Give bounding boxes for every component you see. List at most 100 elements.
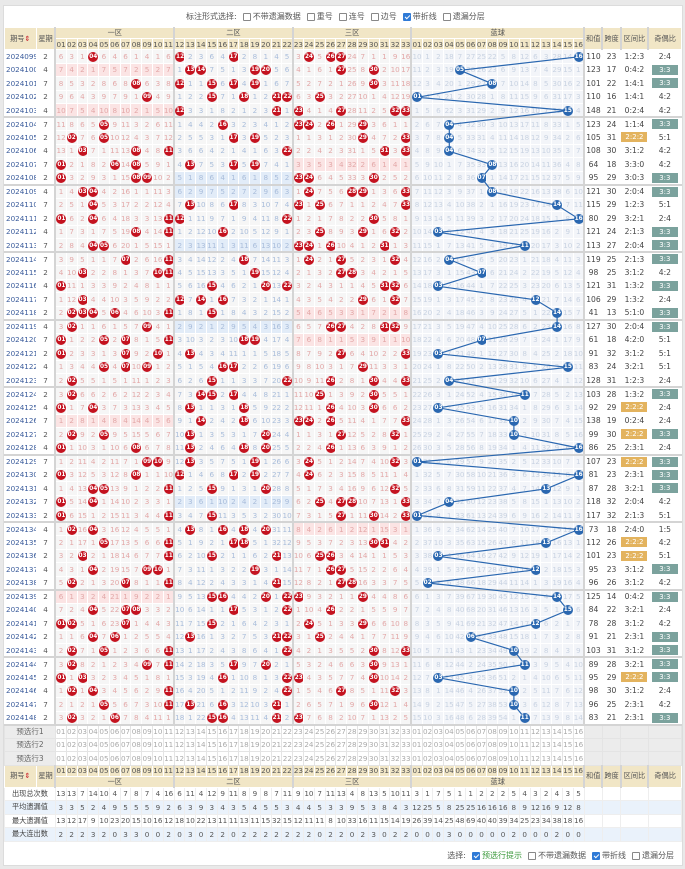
- red-omission-cell[interactable]: 3: [141, 130, 153, 145]
- red-omission-cell[interactable]: 1: [205, 319, 218, 334]
- preselect-red-number[interactable]: 27: [335, 724, 348, 739]
- red-omission-cell[interactable]: 6: [162, 413, 175, 428]
- blue-omission-cell[interactable]: 7: [561, 697, 574, 712]
- red-omission-cell[interactable]: 2: [216, 386, 229, 401]
- red-omission-cell[interactable]: 9: [281, 494, 294, 509]
- red-omission-cell[interactable]: 7: [162, 427, 175, 442]
- red-omission-cell[interactable]: 8: [76, 413, 89, 428]
- red-omission-cell[interactable]: 2: [367, 197, 380, 212]
- red-omission-cell[interactable]: 1: [76, 278, 89, 293]
- red-omission-cell[interactable]: 05: [98, 238, 110, 253]
- blue-omission-cell[interactable]: 4: [551, 643, 563, 658]
- red-omission-cell[interactable]: 3: [291, 278, 305, 293]
- preselect-red-number[interactable]: 24: [303, 751, 315, 766]
- red-omission-cell[interactable]: 21: [270, 629, 283, 644]
- red-omission-cell[interactable]: 2: [313, 251, 326, 266]
- blue-omission-cell[interactable]: 6: [421, 656, 434, 671]
- blue-omission-cell[interactable]: 30: [454, 467, 466, 482]
- blue-omission-cell[interactable]: 13: [475, 508, 488, 523]
- blue-omission-cell[interactable]: 27: [540, 373, 553, 388]
- red-omission-cell[interactable]: 7: [173, 197, 186, 212]
- red-omission-cell[interactable]: 1: [356, 305, 369, 321]
- red-omission-cell[interactable]: 3: [367, 440, 380, 456]
- red-omission-cell[interactable]: 30: [367, 656, 380, 671]
- red-omission-cell[interactable]: 27: [335, 265, 348, 280]
- blue-omission-cell[interactable]: 11: [529, 440, 542, 456]
- red-omission-cell[interactable]: 5: [141, 157, 153, 172]
- red-omission-cell[interactable]: 16: [346, 481, 358, 496]
- red-omission-cell[interactable]: 6: [195, 494, 207, 509]
- red-omission-cell[interactable]: 2: [195, 319, 207, 334]
- red-omission-cell[interactable]: 13: [184, 346, 197, 361]
- blue-omission-cell[interactable]: 17: [475, 562, 488, 577]
- preselect-red-number[interactable]: 21: [270, 724, 283, 739]
- red-omission-cell[interactable]: 24: [303, 454, 315, 469]
- red-omission-cell[interactable]: 11: [291, 562, 305, 577]
- red-omission-cell[interactable]: 6: [389, 400, 402, 415]
- red-omission-cell[interactable]: 15: [205, 373, 218, 388]
- red-omission-cell[interactable]: 5: [313, 49, 326, 64]
- red-omission-cell[interactable]: 12: [162, 130, 175, 145]
- blue-omission-cell[interactable]: 5: [443, 211, 456, 226]
- blue-omission-cell[interactable]: 3: [432, 440, 445, 456]
- red-omission-cell[interactable]: 3: [205, 656, 218, 671]
- red-omission-cell[interactable]: 12: [259, 224, 272, 239]
- red-omission-cell[interactable]: 4: [238, 305, 251, 321]
- blue-omission-cell[interactable]: 10: [518, 373, 531, 388]
- blue-omission-cell[interactable]: 4: [443, 305, 456, 321]
- red-omission-cell[interactable]: 1: [173, 89, 186, 104]
- red-omission-cell[interactable]: 1: [238, 548, 251, 563]
- red-omission-cell[interactable]: 11: [130, 373, 143, 388]
- red-omission-cell[interactable]: 4: [281, 332, 294, 347]
- red-omission-cell[interactable]: 1: [378, 157, 391, 172]
- red-omission-cell[interactable]: 25: [313, 386, 326, 401]
- blue-omission-cell[interactable]: 24: [475, 656, 488, 671]
- red-omission-cell[interactable]: 09: [141, 656, 153, 671]
- blue-omission-cell[interactable]: 4: [475, 319, 488, 334]
- red-omission-cell[interactable]: 1: [335, 359, 348, 374]
- red-omission-cell[interactable]: 5: [313, 292, 326, 307]
- blue-omission-cell[interactable]: 15: [475, 535, 488, 550]
- red-omission-cell[interactable]: 5: [227, 454, 240, 469]
- red-omission-cell[interactable]: 8: [162, 76, 175, 91]
- red-omission-cell[interactable]: 2: [184, 481, 197, 496]
- red-omission-cell[interactable]: 31: [378, 278, 391, 293]
- red-omission-cell[interactable]: 26: [324, 373, 337, 388]
- blue-omission-cell[interactable]: 32: [475, 143, 488, 158]
- red-omission-cell[interactable]: 3: [249, 602, 261, 617]
- red-omission-cell[interactable]: 3: [335, 143, 348, 158]
- blue-omission-cell[interactable]: 23: [507, 251, 520, 266]
- blue-omission-cell[interactable]: 39: [454, 589, 466, 604]
- red-omission-cell[interactable]: 15: [130, 427, 143, 442]
- preselect-red-number[interactable]: 04: [87, 724, 100, 739]
- preselect-red-number[interactable]: 04: [87, 737, 100, 752]
- red-omission-cell[interactable]: 2: [76, 697, 89, 712]
- red-omission-cell[interactable]: 6: [151, 116, 164, 131]
- red-omission-cell[interactable]: 1: [162, 238, 175, 253]
- red-omission-cell[interactable]: 3: [400, 683, 412, 698]
- red-omission-cell[interactable]: 3: [216, 332, 229, 347]
- blue-omission-cell[interactable]: 15: [486, 386, 499, 401]
- red-omission-cell[interactable]: 2: [303, 440, 315, 456]
- red-omission-cell[interactable]: 1: [216, 535, 229, 550]
- red-omission-cell[interactable]: 1: [162, 346, 175, 361]
- blue-omission-cell[interactable]: 17: [518, 616, 531, 631]
- blue-omission-cell[interactable]: 7: [432, 643, 445, 658]
- red-omission-cell[interactable]: 8: [291, 521, 305, 536]
- red-omission-cell[interactable]: 2: [141, 197, 153, 212]
- blue-omission-cell[interactable]: 03: [432, 670, 445, 685]
- red-omission-cell[interactable]: 1: [173, 481, 186, 496]
- red-omission-cell[interactable]: 2: [205, 116, 218, 131]
- blue-omission-cell[interactable]: 14: [561, 548, 574, 563]
- red-omission-cell[interactable]: 02: [65, 710, 78, 726]
- red-omission-cell[interactable]: 1: [184, 535, 197, 550]
- preselect-blue-number[interactable]: 09: [497, 724, 509, 739]
- red-omission-cell[interactable]: 6: [313, 170, 326, 186]
- red-omission-cell[interactable]: 3: [184, 670, 197, 685]
- red-omission-cell[interactable]: 5: [195, 130, 207, 145]
- preselect-red-number[interactable]: 07: [119, 751, 132, 766]
- blue-omission-cell[interactable]: 5: [421, 103, 434, 118]
- red-omission-cell[interactable]: 5: [238, 508, 251, 523]
- blue-omission-cell[interactable]: 3: [443, 184, 456, 199]
- blue-omission-cell[interactable]: 2: [529, 643, 542, 658]
